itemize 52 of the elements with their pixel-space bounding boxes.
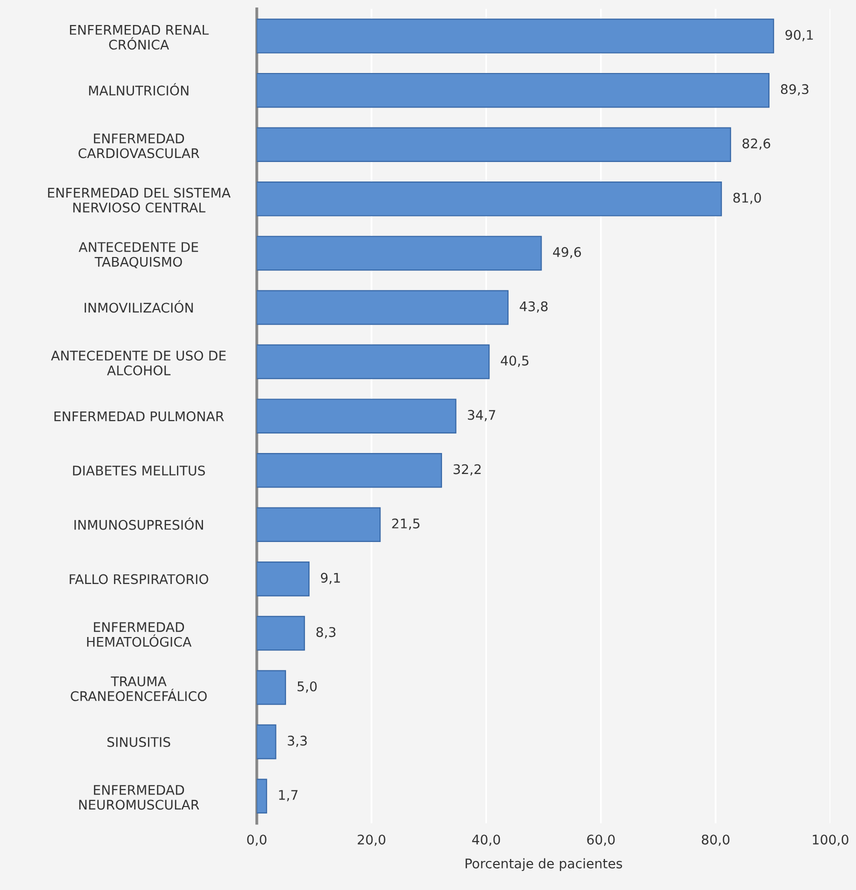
bar	[256, 182, 722, 216]
bar	[256, 507, 381, 542]
data-label: 21,5	[392, 518, 420, 530]
data-label: 43,8	[520, 301, 548, 313]
data-label: 40,5	[500, 356, 528, 367]
x-tick-label: 20,0	[358, 834, 386, 846]
bar	[256, 127, 732, 162]
y-tick-label: ENFERMEDAD PULMONAR	[54, 411, 224, 422]
data-label: 1,7	[279, 790, 298, 802]
y-tick-label: ENFERMEDAD CARDIOVASCULAR	[78, 134, 200, 158]
data-label: 9,1	[320, 572, 340, 584]
data-label: 81,0	[733, 192, 761, 204]
y-tick-label: DIABETES MELLITUS	[73, 466, 205, 476]
y-tick-label: MALNUTRICIÓN	[89, 83, 188, 96]
data-label: 82,6	[742, 138, 770, 150]
y-tick-label: SINUSITIS	[107, 737, 170, 748]
data-label: 8,3	[316, 627, 336, 638]
data-label: 5,0	[298, 681, 317, 693]
data-label: 90,1	[785, 30, 813, 42]
y-tick-label: INMUNOSUPRESIÓN	[74, 517, 203, 530]
x-tick-label: 80,0	[702, 834, 730, 846]
y-tick-label: ENFERMEDAD RENAL CRÓNICA	[70, 25, 209, 50]
x-tick-label: 60,0	[587, 834, 615, 846]
data-label: 3,3	[288, 736, 307, 747]
y-tick-label: FALLO RESPIRATORIO	[70, 574, 208, 584]
data-label: 89,3	[780, 84, 808, 96]
x-tick-label: 0,0	[247, 834, 266, 846]
y-tick-label: INMOVILIZACIÓN	[84, 300, 193, 313]
bar	[256, 452, 442, 488]
y-tick-label: ENFERMEDAD NEUROMUSCULAR	[79, 785, 200, 810]
data-label: 49,6	[553, 247, 581, 258]
y-tick-label: ANTECEDENTE DE TABAQUISMO	[78, 242, 198, 268]
y-tick-label: ANTECEDENTE DE USO DE ALCOHOL	[51, 350, 226, 376]
y-tick-label: TRAUMA CRANEOENCEFÁLICO	[70, 676, 207, 702]
data-label: 32,2	[454, 464, 481, 476]
x-axis-title: Porcentaje de pacientes	[466, 858, 622, 872]
bar	[256, 398, 456, 434]
y-tick-label: ENFERMEDAD DEL SISTEMA NERVIOSO CENTRAL	[48, 188, 231, 213]
data-label: 34,7	[468, 410, 496, 422]
bar	[256, 616, 305, 651]
bar	[256, 290, 509, 325]
bar	[256, 344, 490, 380]
bar	[256, 236, 542, 271]
x-tick-label: 100,0	[812, 834, 848, 846]
bar	[256, 670, 286, 705]
bar	[256, 72, 770, 108]
bar	[256, 18, 774, 54]
bar	[256, 724, 276, 760]
bar	[256, 778, 268, 814]
x-tick-label: 40,0	[472, 834, 500, 846]
y-tick-label: ENFERMEDAD HEMATOLÓGICA	[87, 622, 192, 647]
bar	[256, 562, 310, 596]
